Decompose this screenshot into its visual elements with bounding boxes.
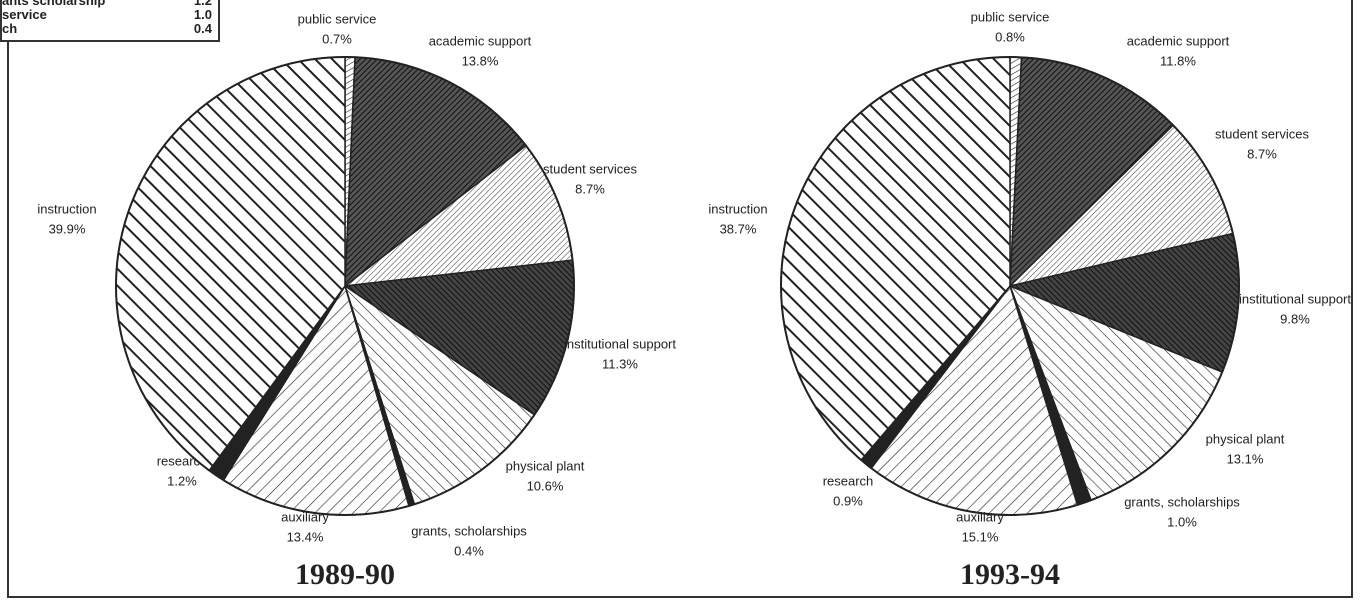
- value-label: 15.1%: [962, 529, 999, 544]
- value-label: 13.8%: [462, 53, 499, 68]
- slice-label: instruction: [708, 201, 767, 216]
- slice-label: physical plant: [1206, 431, 1285, 446]
- table-cell: 0.4: [193, 21, 212, 36]
- table-cell: ants scholarship: [2, 0, 106, 8]
- table-cell: 1.2: [193, 0, 212, 8]
- legend-table: ants scholarship 1.2 service 1.0 ch 0.4: [0, 0, 220, 42]
- value-label: 0.4%: [454, 543, 484, 558]
- slice-label: academic support: [429, 33, 532, 48]
- value-label: 11.3%: [602, 356, 638, 371]
- value-label: 1.0%: [1167, 514, 1197, 529]
- slice-label: public service: [971, 9, 1050, 24]
- chart-title: 1989-90: [295, 558, 395, 591]
- slice-label: grants, scholarships: [1124, 494, 1240, 509]
- slice-label: student services: [1215, 126, 1309, 141]
- value-label: 39.9%: [49, 221, 86, 236]
- table-row: service 1.0: [2, 8, 212, 22]
- slice-label: institutional support: [1239, 291, 1351, 306]
- pie-outline: [780, 56, 1240, 516]
- slice-label: research: [823, 473, 874, 488]
- value-label: 0.7%: [322, 31, 352, 46]
- value-label: 0.8%: [995, 29, 1025, 44]
- table-row: ch 0.4: [2, 22, 212, 36]
- table-cell: 1.0: [193, 7, 212, 22]
- slice-label: grants, scholarships: [411, 523, 527, 538]
- slice-label: student services: [543, 161, 637, 176]
- table-row: ants scholarship 1.2: [2, 0, 212, 8]
- value-label: 1.2%: [167, 473, 197, 488]
- table-cell: ch: [2, 21, 18, 36]
- value-label: 10.6%: [527, 478, 564, 493]
- chart-title: 1993-94: [960, 558, 1060, 591]
- table-cell: service: [2, 7, 47, 22]
- slice-label: physical plant: [506, 458, 585, 473]
- slice-label: academic support: [1127, 33, 1230, 48]
- slice-label: institutional support: [564, 336, 676, 351]
- value-label: 13.4%: [287, 529, 324, 544]
- frame: [7, 0, 1353, 598]
- value-label: 8.7%: [1247, 146, 1277, 161]
- slice-label: public service: [298, 11, 377, 26]
- slice-label: auxiliary: [956, 509, 1004, 524]
- value-label: 8.7%: [575, 181, 605, 196]
- slice-label: instruction: [37, 201, 96, 216]
- pie-outline: [115, 56, 575, 516]
- value-label: 0.9%: [833, 493, 863, 508]
- value-label: 11.8%: [1160, 53, 1196, 68]
- value-label: 38.7%: [720, 221, 757, 236]
- value-label: 9.8%: [1280, 311, 1310, 326]
- value-label: 13.1%: [1227, 451, 1264, 466]
